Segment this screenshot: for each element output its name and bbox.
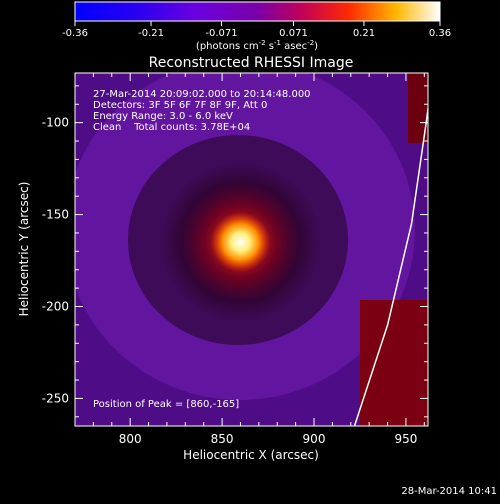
colorbar-tick-label: 0.36 <box>429 28 451 39</box>
x-tick-label: 950 <box>394 432 417 446</box>
x-tick-label: 800 <box>119 432 142 446</box>
colorbar-ticks: -0.36 -0.21 -0.071 0.071 0.21 0.36 <box>62 21 451 39</box>
x-axis-ticks: 800 850 900 950 <box>92 73 425 446</box>
x-axis-label: Heliocentric X (arcsec) <box>183 448 319 462</box>
colorbar-tick-label: 0.21 <box>353 28 375 39</box>
solar-limb <box>353 103 428 426</box>
colorbar <box>74 1 441 22</box>
colorbar-tick-label: -0.21 <box>138 28 164 39</box>
y-tick-label: -250 <box>42 391 69 405</box>
annotation-energy: Energy Range: 3.0 - 6.0 keV <box>93 111 233 122</box>
colorbar-tick-label: -0.071 <box>205 28 237 39</box>
y-tick-label: -200 <box>42 299 69 313</box>
y-axis-label: Heliocentric Y (arcsec) <box>17 182 31 317</box>
timestamp: 28-Mar-2014 10:41 <box>401 486 497 497</box>
x-tick-label: 900 <box>303 432 326 446</box>
chart-title: Reconstructed RHESSI Image <box>149 55 354 71</box>
colorbar-tick-label: -0.36 <box>62 28 88 39</box>
annotation-time-range: 27-Mar-2014 20:09:02.000 to 20:14:48.000 <box>93 89 311 100</box>
colorbar-label: (photons cm-2 s-1 asec-2) <box>196 39 318 52</box>
image-plot-area <box>75 73 428 426</box>
annotation-peak-position: Position of Peak = [860,-165] <box>93 399 239 410</box>
annotation-clean: Clean Total counts: 3.78E+04 <box>93 122 250 133</box>
limb-corner-bottom <box>360 300 428 426</box>
annotation-detectors: Detectors: 3F 5F 6F 7F 8F 9F, Att 0 <box>93 100 267 111</box>
y-axis-ticks: -100 -150 -200 -250 <box>42 85 428 418</box>
y-tick-label: -150 <box>42 208 69 222</box>
colorbar-tick-label: 0.071 <box>279 28 308 39</box>
y-tick-label: -100 <box>42 116 69 130</box>
limb-corner-top <box>408 73 428 143</box>
source-core <box>210 212 271 273</box>
plot-frame <box>74 72 429 427</box>
x-tick-label: 850 <box>211 432 234 446</box>
